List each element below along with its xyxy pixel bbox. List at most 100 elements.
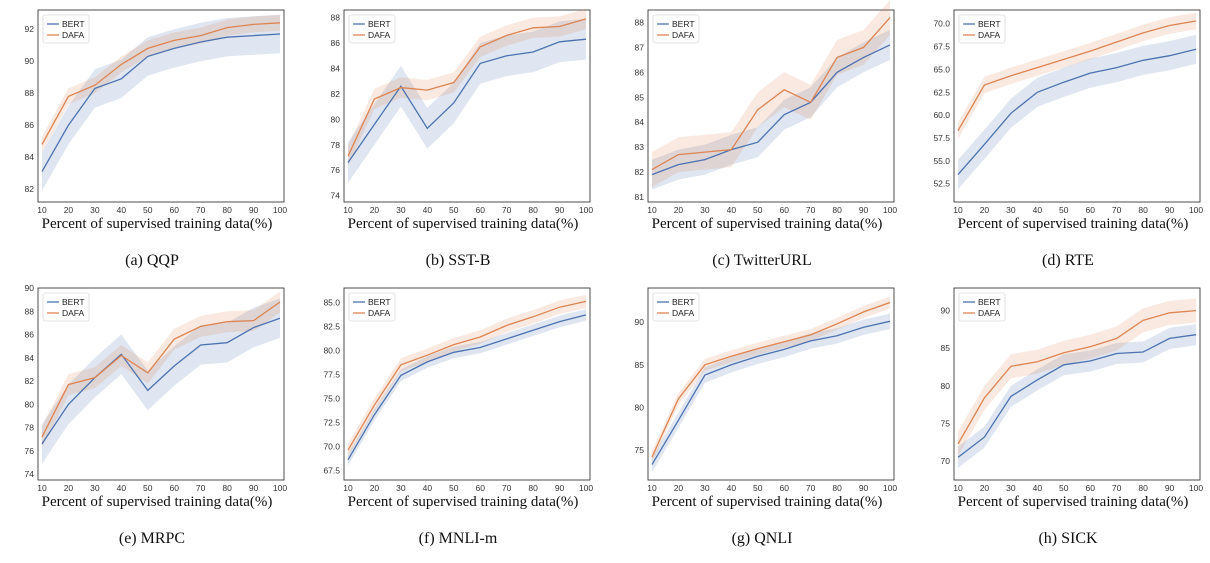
y-tick-label: 88 — [635, 17, 645, 27]
x-tick-label: 40 — [1033, 483, 1043, 493]
x-tick-label: 80 — [832, 483, 842, 493]
y-tick-label: 62.5 — [933, 87, 950, 97]
x-axis-label: Percent of supervised training data(%) — [41, 494, 273, 510]
confidence-band — [348, 309, 586, 466]
x-tick-label: 80 — [832, 205, 842, 215]
panel-caption: (f) MNLI-m — [418, 530, 498, 547]
y-tick-label: 86 — [635, 67, 645, 77]
x-tick-label: 20 — [64, 483, 74, 493]
series-line-dafa — [957, 20, 1197, 132]
y-tick-label: 85 — [635, 92, 645, 102]
x-tick-label: 90 — [249, 205, 259, 215]
y-tick-label: 74 — [25, 469, 35, 479]
y-tick-label: 70.0 — [933, 19, 950, 29]
chart-panel: 82 84 86 88 90 92 10 20 30 40 50 60 70 80 90 100 BERT DAF… — [2, 2, 302, 282]
legend-label: BERT — [368, 297, 391, 307]
x-tick-label: 100 — [1189, 205, 1203, 215]
y-tick-label: 80.0 — [323, 345, 340, 355]
y-tick-label: 72.5 — [323, 417, 340, 427]
y-tick-label: 83 — [635, 142, 645, 152]
x-tick-label: 70 — [806, 205, 816, 215]
confidence-band — [652, 296, 890, 463]
legend-label: BERT — [62, 297, 85, 307]
x-tick-label: 60 — [1085, 483, 1095, 493]
y-tick-label: 81 — [635, 192, 645, 202]
chart-svg: 52.5 55.0 57.5 60.0 62.5 65.0 67.5 70.0 10 20 30 40… — [933, 9, 1203, 215]
y-tick-label: 70.0 — [323, 441, 340, 451]
chart-panel: 75 80 85 90 10 20 30 40 50 60 70 80 90 100 BERT DAFA Per… — [612, 280, 912, 560]
series-line-bert — [41, 317, 281, 445]
x-tick-label: 90 — [555, 205, 565, 215]
chart-svg: 81 82 83 84 85 86 87 88 10 20 30 40 50 60 70 80 90 100 BER… — [635, 0, 897, 215]
legend-box — [42, 292, 90, 322]
chart-panel: 74 76 78 80 82 84 86 88 10 20 30 40 50 60 70 80 90 100 BER… — [308, 2, 608, 282]
y-tick-label: 78 — [25, 423, 35, 433]
chart-panel: 67.5 70.0 72.5 75.0 77.5 80.0 82.5 85.0 10 20 30 40… — [308, 280, 608, 560]
y-tick-label: 57.5 — [933, 133, 950, 143]
legend-box — [348, 292, 396, 322]
x-tick-label: 40 — [1033, 205, 1043, 215]
legend-box — [958, 14, 1006, 44]
x-tick-label: 10 — [647, 205, 657, 215]
y-tick-label: 84 — [25, 152, 35, 162]
y-tick-label: 86 — [25, 120, 35, 130]
x-axis-label: Percent of supervised training data(%) — [957, 216, 1189, 232]
x-tick-label: 60 — [1085, 205, 1095, 215]
x-tick-label: 90 — [555, 483, 565, 493]
series-line-bert — [651, 320, 891, 465]
x-tick-label: 50 — [143, 205, 153, 215]
x-tick-label: 50 — [1059, 205, 1069, 215]
y-tick-label: 90 — [941, 306, 951, 316]
legend-label: BERT — [368, 19, 391, 29]
x-tick-label: 10 — [37, 205, 47, 215]
confidence-band — [42, 291, 280, 448]
x-tick-label: 50 — [143, 483, 153, 493]
legend-label: DAFA — [978, 30, 1001, 40]
y-tick-label: 80 — [25, 399, 35, 409]
x-tick-label: 100 — [579, 483, 593, 493]
x-tick-label: 80 — [528, 205, 538, 215]
x-tick-label: 40 — [117, 205, 127, 215]
series-line-dafa — [651, 301, 891, 458]
legend-box — [42, 14, 90, 44]
x-tick-label: 20 — [980, 205, 990, 215]
y-tick-label: 92 — [25, 24, 35, 34]
y-tick-label: 65.0 — [933, 64, 950, 74]
x-tick-label: 80 — [222, 483, 232, 493]
x-tick-label: 60 — [169, 205, 179, 215]
x-tick-label: 100 — [1189, 483, 1203, 493]
chart-svg: 67.5 70.0 72.5 75.0 77.5 80.0 82.5 85.0 10 20 30 40… — [323, 287, 593, 493]
x-tick-label: 80 — [528, 483, 538, 493]
x-tick-label: 70 — [196, 483, 206, 493]
y-tick-label: 75 — [941, 419, 951, 429]
y-tick-label: 86 — [25, 330, 35, 340]
legend-label: DAFA — [672, 308, 695, 318]
x-tick-label: 20 — [980, 483, 990, 493]
x-tick-label: 10 — [953, 205, 963, 215]
chart-panel: 52.5 55.0 57.5 60.0 62.5 65.0 67.5 70.0 10 20 30 40… — [918, 2, 1210, 282]
y-tick-label: 82 — [331, 89, 341, 99]
legend-box — [958, 292, 1006, 322]
y-tick-label: 90 — [635, 317, 645, 327]
y-tick-label: 75.0 — [323, 393, 340, 403]
series-line-dafa — [651, 17, 891, 171]
x-tick-label: 40 — [423, 483, 433, 493]
y-tick-label: 82 — [25, 184, 35, 194]
x-tick-label: 20 — [674, 205, 684, 215]
series-line-dafa — [957, 309, 1197, 445]
y-tick-label: 80 — [331, 114, 341, 124]
chart-panel: 74 76 78 80 82 84 86 88 90 10 20 30 40 50 60 70 80 90 100 B… — [2, 280, 302, 560]
confidence-band — [348, 294, 586, 457]
x-tick-label: 10 — [37, 483, 47, 493]
x-tick-label: 60 — [779, 205, 789, 215]
series-line-dafa — [41, 301, 281, 438]
series-line-bert — [347, 314, 587, 461]
y-tick-label: 84 — [635, 117, 645, 127]
y-tick-label: 88 — [25, 88, 35, 98]
series-line-bert — [347, 38, 587, 163]
